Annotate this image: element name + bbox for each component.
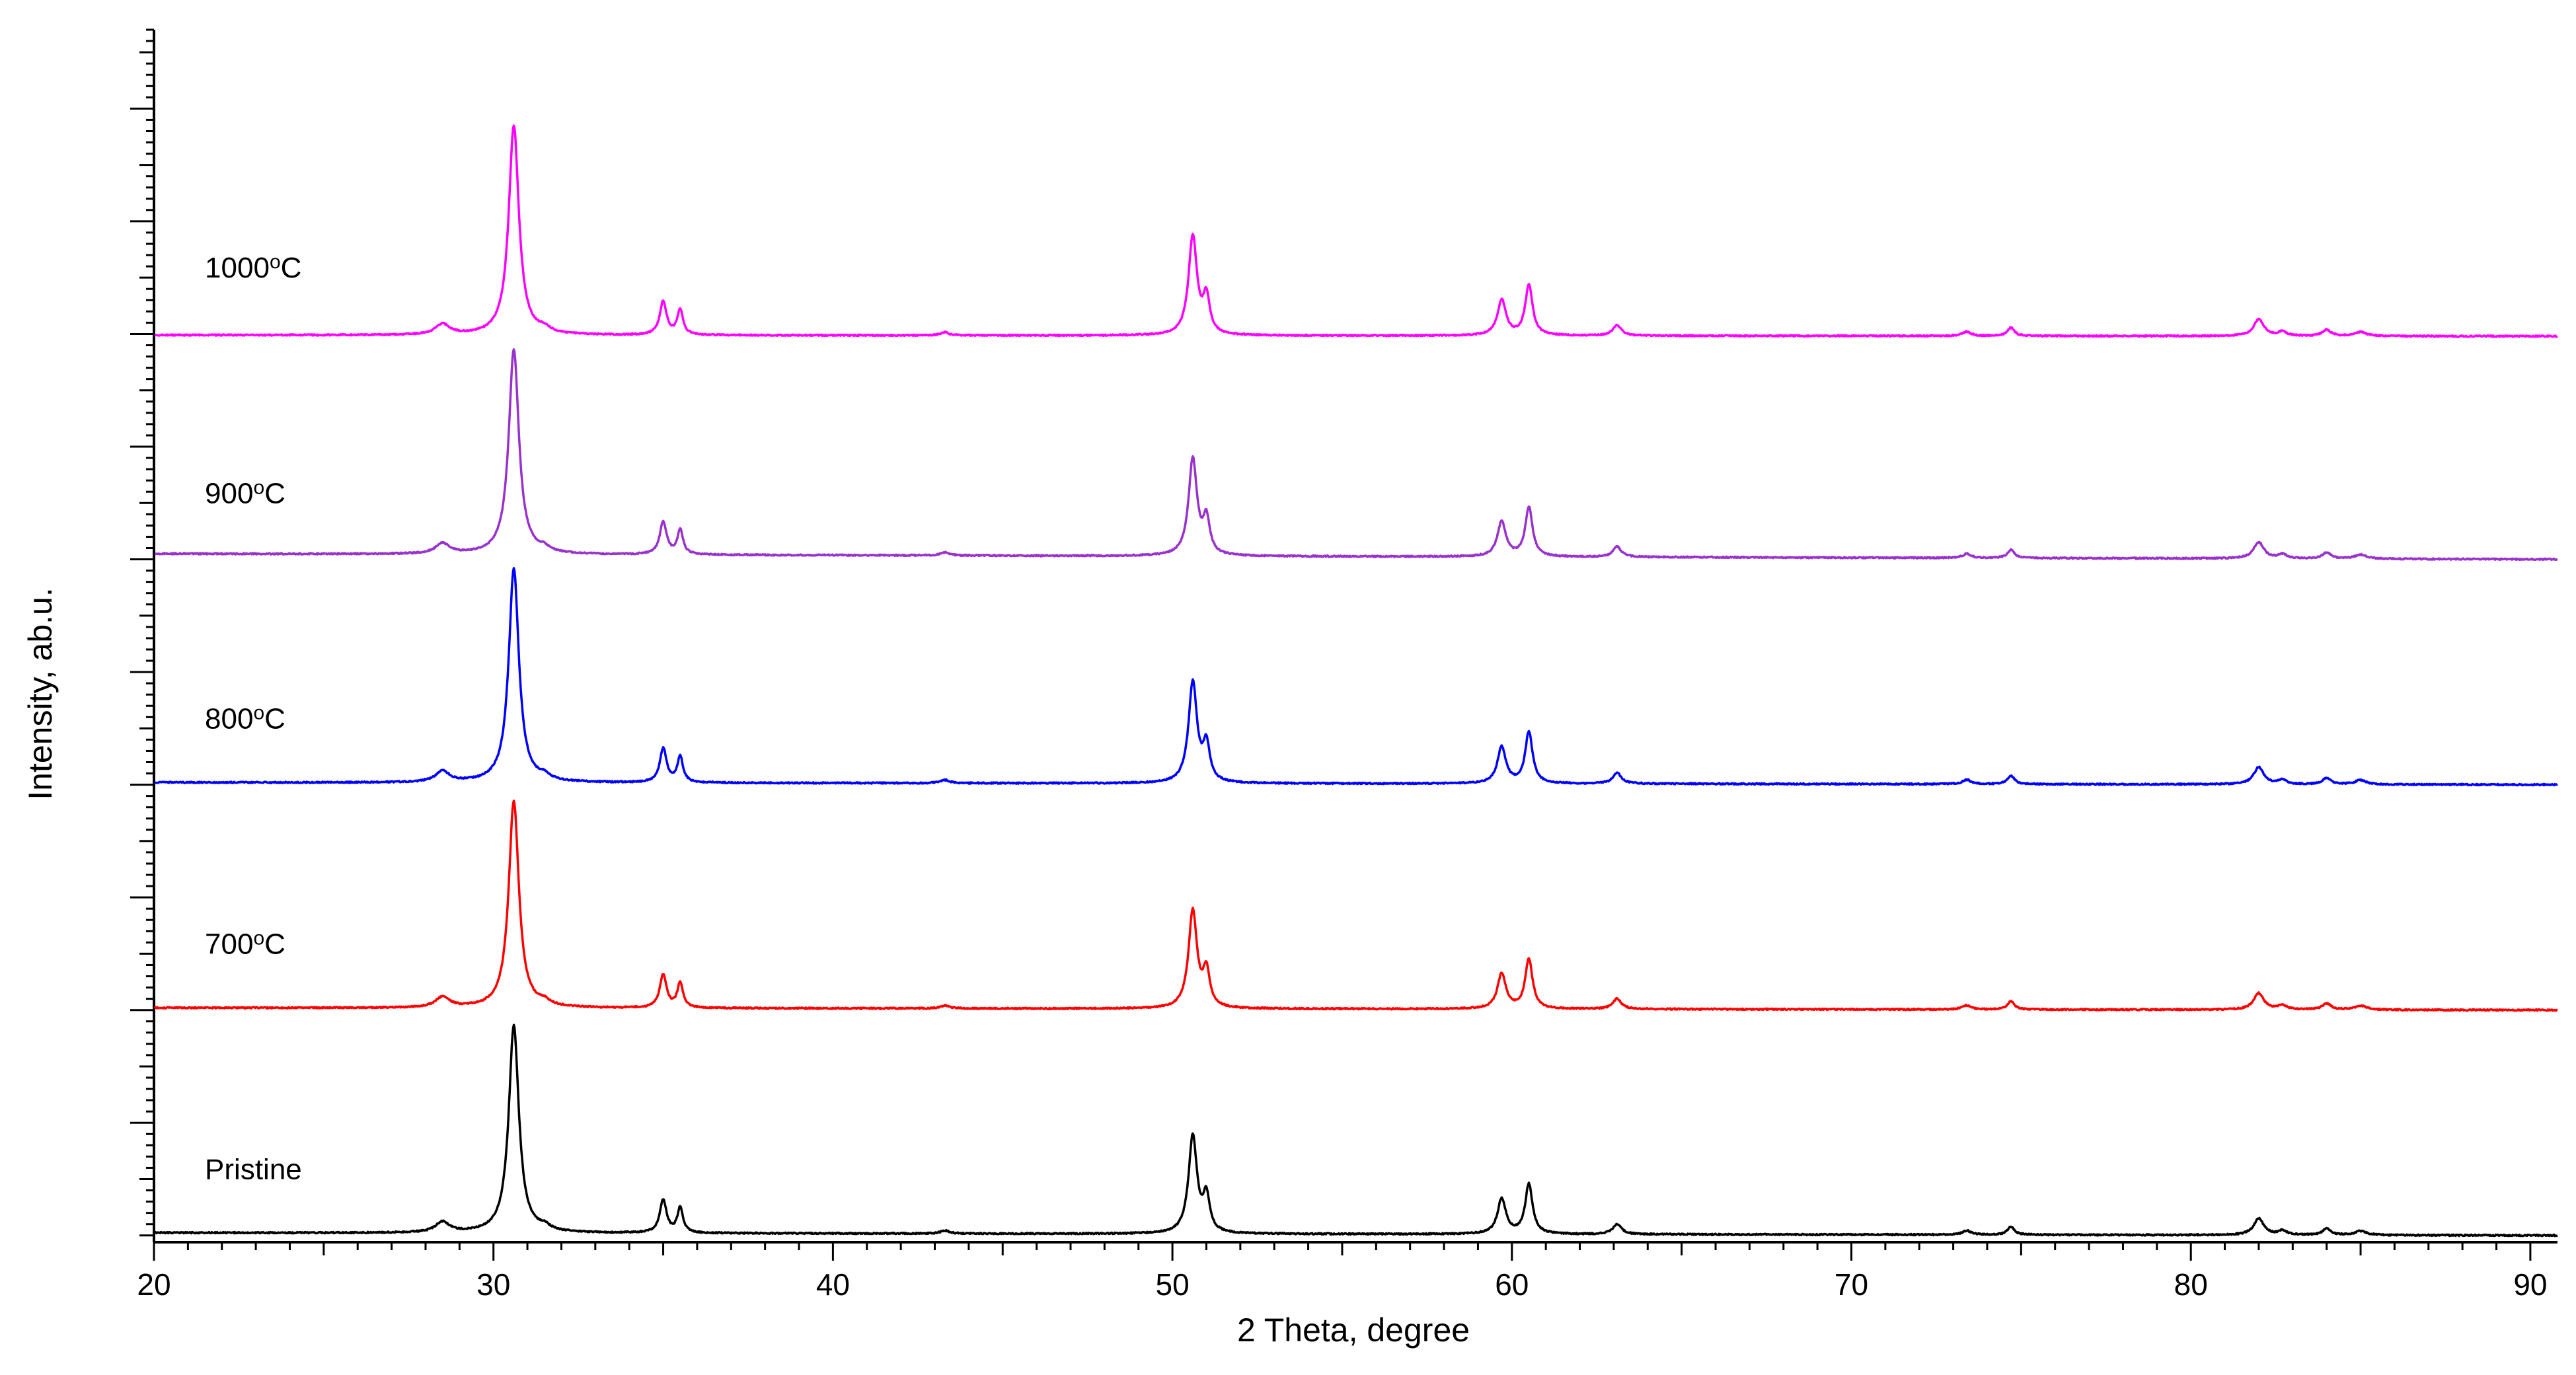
x-tick-label: 30: [476, 1267, 510, 1302]
series-labels: Pristine 700oC 800oC 900oC 1000oC: [205, 251, 302, 1185]
x-tick-label: 90: [2513, 1267, 2547, 1302]
axes: 20 30 40 50 60 70 80 90: [130, 28, 2557, 1302]
series-line: [153, 1023, 2558, 1238]
x-tick-label: 40: [816, 1267, 850, 1302]
x-tick-label: 80: [2174, 1267, 2208, 1302]
series-line: [154, 348, 2558, 562]
series-label: 900oC: [205, 476, 285, 509]
x-tick-label: 60: [1495, 1267, 1529, 1302]
series-line: [154, 567, 2558, 787]
x-tick-label: 50: [1156, 1267, 1190, 1302]
x-axis-title: 2 Theta, degree: [1237, 1312, 1470, 1349]
series-label: 800oC: [205, 702, 285, 735]
series-label: 1000oC: [205, 251, 301, 284]
x-tick-label: 20: [137, 1267, 170, 1302]
series-label: Pristine: [205, 1153, 302, 1185]
y-axis-title: Intensity, ab.u.: [22, 587, 59, 799]
series-line: [153, 799, 2558, 1012]
series-group: [153, 124, 2558, 1238]
x-tick-label: 70: [1835, 1267, 1868, 1302]
series-label: 700oC: [205, 927, 285, 960]
series-line: [154, 124, 2558, 338]
